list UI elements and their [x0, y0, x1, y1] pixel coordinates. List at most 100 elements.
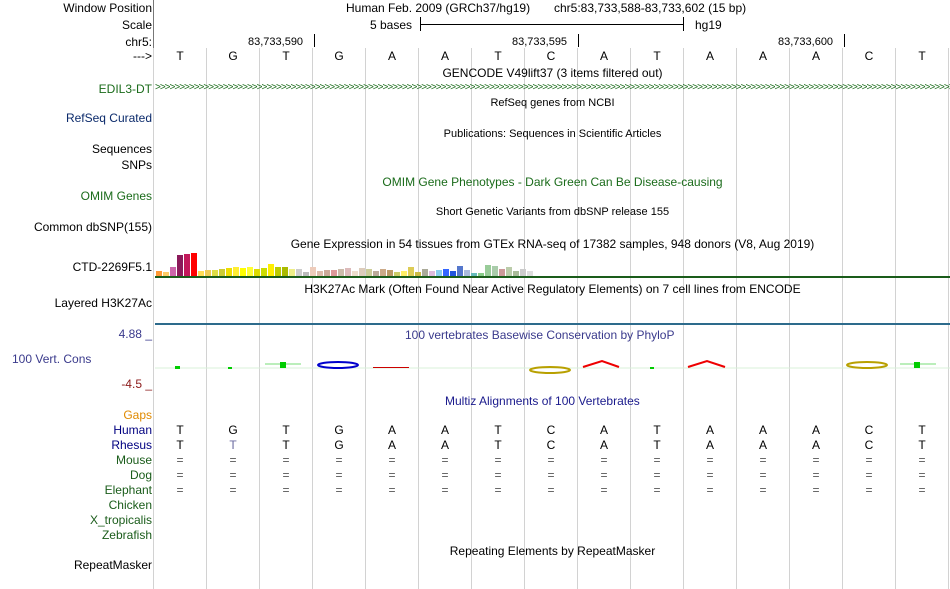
gtex-tissue-bar[interactable]	[499, 269, 505, 276]
gtex-track-title[interactable]: Gene Expression in 54 tissues from GTEx …	[290, 237, 815, 251]
gtex-tissue-bar[interactable]	[170, 267, 176, 276]
alignment-base: =	[653, 468, 661, 482]
gtex-tissue-bar[interactable]	[520, 269, 526, 276]
gtex-tissue-bar[interactable]	[212, 270, 218, 276]
gtex-tissue-bar[interactable]	[177, 255, 183, 276]
gtex-tissue-bar[interactable]	[289, 269, 295, 276]
multiz-gaps-label: Gaps	[123, 408, 152, 422]
gtex-tissue-bar[interactable]	[233, 267, 239, 276]
gtex-tissue-bar[interactable]	[247, 267, 253, 276]
gencode-transcript-line[interactable]: >>>>>>>>>>>>>>>>>>>>>>>>>>>>>>>>>>>>>>>>…	[155, 82, 950, 93]
gtex-tissue-bar[interactable]	[184, 254, 190, 276]
repeatmasker-track-title[interactable]: Repeating Elements by RepeatMasker	[449, 544, 656, 558]
gtex-item-label[interactable]: CTD-2269F5.1	[72, 260, 152, 274]
dbsnp-track-label[interactable]: Common dbSNP(155)	[33, 220, 152, 234]
gtex-tissue-bar[interactable]	[366, 269, 372, 276]
alignment-base: A	[758, 423, 767, 437]
gridline	[948, 48, 949, 589]
gtex-tissue-bar[interactable]	[317, 271, 323, 276]
gtex-tissue-bar[interactable]	[506, 267, 512, 276]
gtex-tissue-bar[interactable]	[163, 272, 169, 276]
h3k27ac-track-label[interactable]: Layered H3K27Ac	[54, 296, 152, 310]
gtex-tissue-bar[interactable]	[436, 270, 442, 276]
gtex-tissue-bar[interactable]	[338, 269, 344, 276]
omim-track-label[interactable]: OMIM Genes	[80, 189, 152, 203]
gtex-tissue-bar[interactable]	[429, 271, 435, 276]
gtex-tissue-bar[interactable]	[408, 267, 414, 276]
gridline	[312, 48, 313, 589]
gtex-tissue-bar[interactable]	[310, 267, 316, 276]
scale-db: hg19	[695, 18, 722, 32]
alignment-base: T	[494, 423, 502, 437]
species-label-elephant[interactable]: Elephant	[104, 483, 152, 497]
gtex-tissue-bar[interactable]	[457, 266, 463, 276]
refseq-track-title[interactable]: RefSeq genes from NCBI	[490, 97, 615, 109]
gridline	[153, 48, 154, 589]
gtex-tissue-bar[interactable]	[268, 264, 274, 276]
chrom-label: chr5:	[125, 35, 152, 49]
gtex-tissue-bar[interactable]	[219, 269, 225, 276]
gtex-tissue-bar[interactable]	[254, 269, 260, 276]
alignment-base: =	[547, 468, 555, 482]
gtex-tissue-bar[interactable]	[450, 271, 456, 276]
gtex-tissue-bar[interactable]	[205, 270, 211, 276]
gtex-tissue-bar[interactable]	[191, 253, 197, 276]
species-label-chicken[interactable]: Chicken	[108, 498, 152, 512]
gtex-bar-chart[interactable]	[156, 250, 536, 276]
phylop-track-label[interactable]: 100 Vert. Cons	[12, 352, 92, 366]
gtex-tissue-bar[interactable]	[345, 268, 351, 276]
multiz-track-title[interactable]: Multiz Alignments of 100 Vertebrates	[445, 394, 640, 408]
gtex-tissue-bar[interactable]	[352, 271, 358, 276]
gtex-tissue-bar[interactable]	[422, 269, 428, 276]
species-label-dog[interactable]: Dog	[129, 468, 152, 482]
gtex-tissue-bar[interactable]	[485, 265, 491, 276]
species-label-x_tropicalis[interactable]: X_tropicalis	[89, 513, 152, 527]
gtex-tissue-bar[interactable]	[331, 270, 337, 276]
repeatmasker-track-label[interactable]: RepeatMasker	[73, 558, 152, 572]
omim-track-title[interactable]: OMIM Gene Phenotypes - Dark Green Can Be…	[382, 175, 723, 189]
gtex-tissue-bar[interactable]	[261, 268, 267, 276]
gtex-tissue-bar[interactable]	[198, 271, 204, 276]
gtex-tissue-bar[interactable]	[275, 267, 281, 276]
species-label-zebrafish[interactable]: Zebrafish	[101, 528, 152, 542]
gridline	[418, 48, 419, 589]
gtex-tissue-bar[interactable]	[471, 273, 477, 276]
gtex-tissue-bar[interactable]	[464, 270, 470, 276]
phylop-track-title[interactable]: 100 vertebrates Basewise Conservation by…	[405, 328, 675, 342]
gtex-tissue-bar[interactable]	[373, 271, 379, 276]
gtex-tissue-bar[interactable]	[387, 270, 393, 276]
refseq-track-label[interactable]: RefSeq Curated	[65, 111, 152, 125]
gtex-tissue-bar[interactable]	[443, 269, 449, 276]
phylop-logo-graphic[interactable]	[155, 355, 950, 375]
h3k27ac-track-title[interactable]: H3K27Ac Mark (Often Found Near Active Re…	[304, 282, 801, 296]
gtex-tissue-bar[interactable]	[513, 271, 519, 276]
gtex-tissue-bar[interactable]	[527, 271, 533, 276]
gtex-tissue-bar[interactable]	[303, 272, 309, 276]
gtex-tissue-bar[interactable]	[401, 271, 407, 276]
species-label-mouse[interactable]: Mouse	[115, 453, 152, 467]
species-label-human[interactable]: Human	[113, 423, 152, 437]
gtex-tissue-bar[interactable]	[394, 272, 400, 276]
gtex-tissue-bar[interactable]	[156, 271, 162, 276]
gtex-tissue-bar[interactable]	[415, 272, 421, 276]
alignment-base: =	[812, 453, 820, 467]
alignment-base: =	[388, 483, 396, 497]
gtex-tissue-bar[interactable]	[478, 273, 484, 276]
gtex-tissue-bar[interactable]	[380, 269, 386, 276]
gtex-tissue-bar[interactable]	[324, 270, 330, 276]
gtex-tissue-bar[interactable]	[296, 269, 302, 276]
gtex-tissue-bar[interactable]	[240, 268, 246, 276]
gtex-tissue-bar[interactable]	[282, 267, 288, 276]
gtex-tissue-bar[interactable]	[492, 266, 498, 276]
gtex-tissue-bar[interactable]	[359, 268, 365, 276]
window-position-value[interactable]: chr5:83,733,588-83,733,602 (15 bp)	[554, 1, 747, 15]
gencode-item-label[interactable]: EDIL3-DT	[98, 82, 152, 96]
publications-track-title[interactable]: Publications: Sequences in Scientific Ar…	[443, 128, 662, 140]
species-label-rhesus[interactable]: Rhesus	[111, 438, 152, 452]
gtex-tissue-bar[interactable]	[226, 268, 232, 276]
publications-label-sequences[interactable]: Sequences	[91, 142, 152, 156]
alignment-base: =	[759, 483, 767, 497]
gencode-track-title[interactable]: GENCODE V49lift37 (3 items filtered out)	[442, 66, 663, 80]
dbsnp-track-title[interactable]: Short Genetic Variants from dbSNP releas…	[435, 206, 670, 218]
publications-label-snps[interactable]: SNPs	[121, 158, 152, 172]
